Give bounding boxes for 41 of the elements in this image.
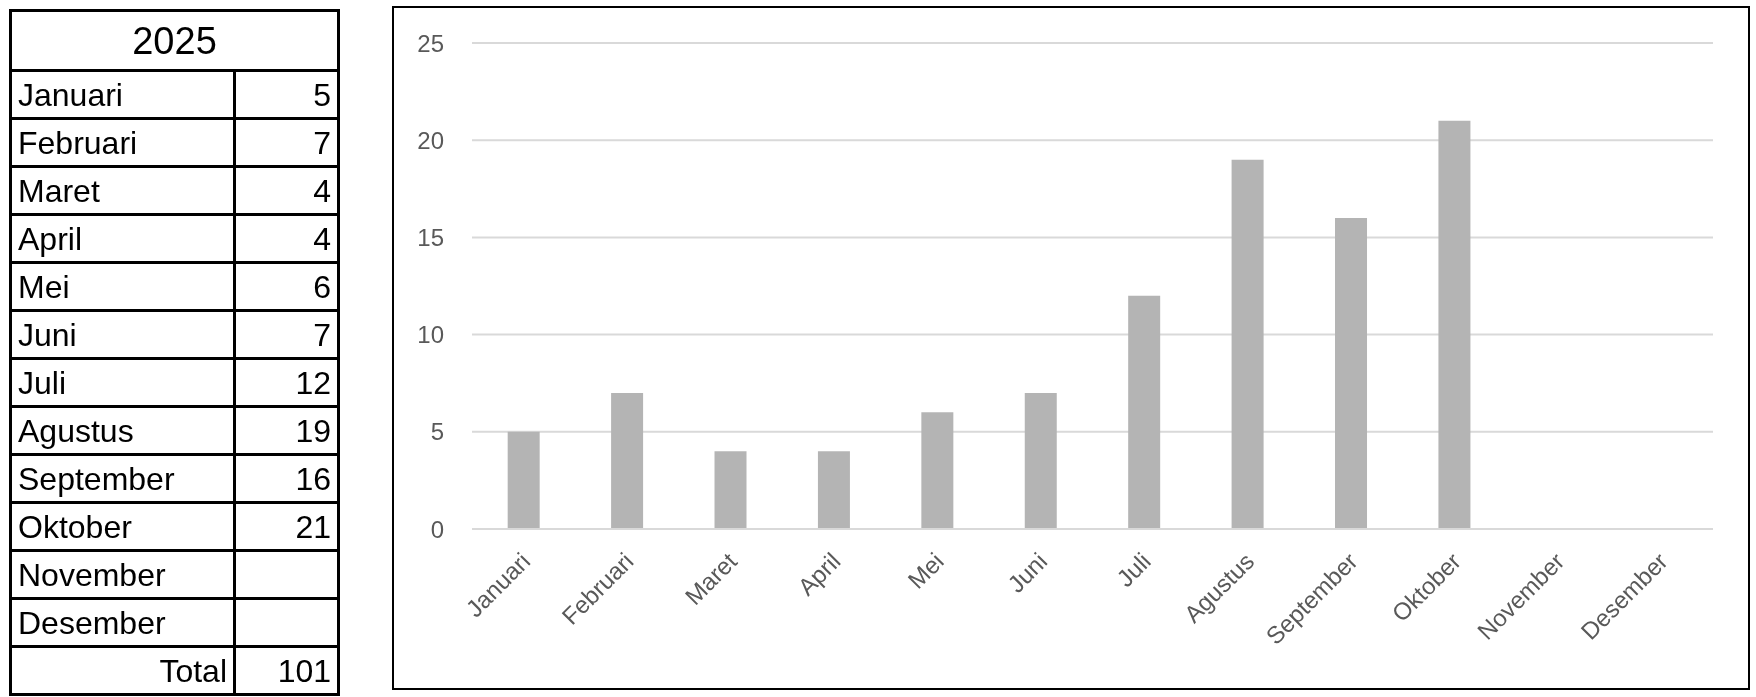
bar (507, 431, 540, 529)
category-label: Juni (10, 310, 235, 359)
text: Total (10, 646, 235, 695)
data-label: 5 (234, 70, 339, 119)
category-label: September (10, 454, 235, 503)
data-label: 6 (234, 262, 339, 311)
y-tick-label: 10 (417, 321, 444, 349)
y-tick-label: 5 (430, 418, 444, 446)
category-label: Oktober (10, 502, 235, 551)
bar (1128, 295, 1161, 529)
bar (1438, 120, 1471, 529)
bar (1024, 392, 1057, 529)
y-tick-label: 0 (430, 515, 444, 543)
bar (1335, 217, 1368, 529)
category-label: Agustus (10, 406, 235, 455)
category-label: Juli (10, 358, 235, 407)
data-label: 4 (234, 214, 339, 263)
data-label: 7 (234, 310, 339, 359)
y-tick-label: 15 (417, 223, 444, 251)
data-label: 21 (234, 502, 339, 551)
bar (921, 412, 954, 529)
bar (714, 451, 747, 529)
data-label: 4 (234, 166, 339, 215)
data-label: 7 (234, 118, 339, 167)
category-label: April (10, 214, 235, 263)
x-tick-label: Mei (902, 547, 949, 594)
bar (817, 451, 850, 529)
category-label: Maret (10, 166, 235, 215)
y-tick-label: 25 (417, 29, 444, 57)
x-tick-label: Juli (1111, 547, 1156, 592)
y-tick-label: 20 (417, 126, 444, 154)
bar (611, 392, 644, 529)
category-label: Februari (10, 118, 235, 167)
data-label: 19 (234, 406, 339, 455)
category-label: Januari (10, 70, 235, 119)
bar (1231, 159, 1264, 529)
category-label: Mei (10, 262, 235, 311)
text: 2025 (10, 10, 339, 71)
data-label: 16 (234, 454, 339, 503)
data-label: 12 (234, 358, 339, 407)
text: 101 (234, 646, 339, 695)
